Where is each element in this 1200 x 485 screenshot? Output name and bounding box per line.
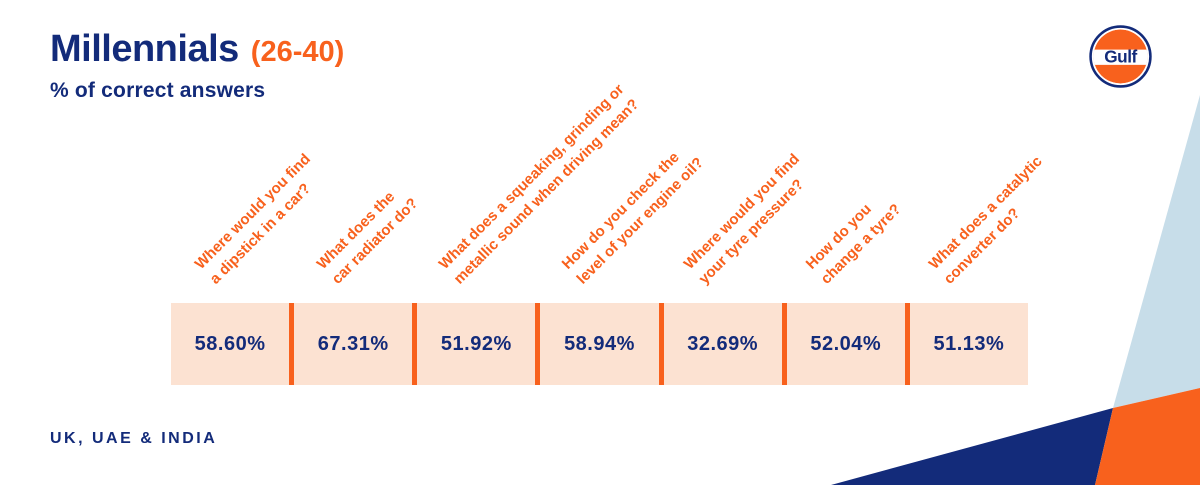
value-cell-4: 58.94% (535, 303, 658, 385)
age-range-label: (26-40) (250, 36, 345, 68)
value-cell-3: 51.92% (412, 303, 535, 385)
value-text: 58.60% (194, 332, 266, 355)
orange-wedge (1095, 388, 1200, 485)
value-text: 52.04% (810, 332, 882, 355)
page-subtitle: % of correct answers (50, 79, 266, 102)
value-text: 32.69% (687, 332, 759, 355)
lightblue-wedge (1113, 95, 1200, 408)
page-title: Millennials (50, 28, 239, 70)
values-strip: 58.60% 67.31% 51.92% 58.94% 32.69% 52.04… (171, 303, 1028, 385)
value-cell-2: 67.31% (289, 303, 412, 385)
value-cell-5: 32.69% (658, 303, 782, 385)
header: Millennials (26-40) % of correct answers (50, 30, 344, 101)
gulf-logo-band (1093, 49, 1148, 65)
value-text: 67.31% (317, 332, 389, 355)
value-text: 51.92% (440, 332, 512, 355)
value-text: 51.13% (933, 332, 1005, 355)
value-cell-6: 52.04% (781, 303, 905, 385)
regions-label: UK, UAE & INDIA (50, 430, 218, 447)
navy-wedge (831, 408, 1113, 485)
value-text: 58.94% (564, 332, 635, 355)
gulf-logo-text: Gulf (1104, 46, 1137, 66)
value-cell-7: 51.13% (904, 303, 1028, 385)
value-cell-1: 58.60% (171, 303, 289, 385)
gulf-logo: Gulf (1089, 25, 1152, 88)
